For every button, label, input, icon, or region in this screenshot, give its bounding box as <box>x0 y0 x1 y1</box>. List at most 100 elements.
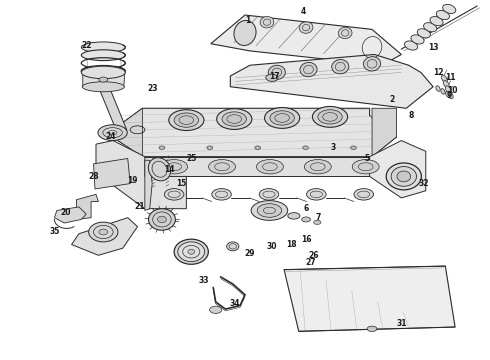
Ellipse shape <box>302 217 311 222</box>
Ellipse shape <box>364 57 381 71</box>
Polygon shape <box>372 108 396 157</box>
Text: 22: 22 <box>81 41 92 50</box>
Ellipse shape <box>148 158 171 181</box>
Ellipse shape <box>423 23 437 32</box>
Text: 6: 6 <box>303 204 309 213</box>
Ellipse shape <box>352 159 379 174</box>
Ellipse shape <box>81 42 125 53</box>
Ellipse shape <box>164 189 184 200</box>
Ellipse shape <box>430 17 443 26</box>
Text: 21: 21 <box>135 202 145 211</box>
Ellipse shape <box>300 62 317 77</box>
Ellipse shape <box>259 189 279 200</box>
Ellipse shape <box>169 110 204 131</box>
Ellipse shape <box>332 59 349 74</box>
Ellipse shape <box>391 167 416 186</box>
Polygon shape <box>369 140 426 198</box>
Polygon shape <box>76 194 98 220</box>
Ellipse shape <box>338 27 352 39</box>
Ellipse shape <box>313 107 347 127</box>
Text: 5: 5 <box>365 154 370 163</box>
Ellipse shape <box>270 111 294 125</box>
Ellipse shape <box>158 216 166 223</box>
Polygon shape <box>284 266 455 331</box>
Ellipse shape <box>99 229 108 235</box>
Text: 32: 32 <box>418 179 429 188</box>
Ellipse shape <box>417 29 430 38</box>
Ellipse shape <box>234 21 256 45</box>
Ellipse shape <box>178 242 205 262</box>
Ellipse shape <box>212 189 231 200</box>
Ellipse shape <box>397 171 411 182</box>
Ellipse shape <box>268 65 285 80</box>
Polygon shape <box>54 207 86 223</box>
Ellipse shape <box>441 75 447 83</box>
Ellipse shape <box>210 306 222 314</box>
Text: 14: 14 <box>164 165 174 174</box>
Ellipse shape <box>251 201 288 220</box>
Text: 16: 16 <box>301 235 311 244</box>
Text: 25: 25 <box>186 154 196 163</box>
Text: 24: 24 <box>105 132 116 141</box>
Polygon shape <box>211 15 401 65</box>
Text: 1: 1 <box>245 16 250 25</box>
Ellipse shape <box>442 4 456 14</box>
Ellipse shape <box>266 74 278 81</box>
Text: 35: 35 <box>49 228 60 237</box>
Text: 33: 33 <box>198 276 209 285</box>
Polygon shape <box>118 108 143 157</box>
Ellipse shape <box>314 220 321 225</box>
Text: 9: 9 <box>446 91 452 100</box>
Ellipse shape <box>217 109 252 130</box>
Text: 12: 12 <box>433 68 443 77</box>
Ellipse shape <box>174 113 198 127</box>
Ellipse shape <box>350 146 356 149</box>
Text: 27: 27 <box>306 258 316 267</box>
Text: 7: 7 <box>316 213 321 222</box>
Polygon shape <box>230 54 433 108</box>
Ellipse shape <box>227 242 239 251</box>
Ellipse shape <box>209 159 236 174</box>
Ellipse shape <box>436 86 440 91</box>
Ellipse shape <box>411 35 424 44</box>
Polygon shape <box>72 218 138 255</box>
Ellipse shape <box>82 82 124 92</box>
Ellipse shape <box>222 112 246 126</box>
Ellipse shape <box>367 326 377 332</box>
Ellipse shape <box>386 163 421 190</box>
Text: 34: 34 <box>230 299 241 308</box>
Text: 11: 11 <box>445 73 456 82</box>
Ellipse shape <box>159 146 165 149</box>
Ellipse shape <box>303 146 309 149</box>
Text: 4: 4 <box>301 7 306 16</box>
Ellipse shape <box>307 189 326 200</box>
Ellipse shape <box>447 91 453 99</box>
Text: 8: 8 <box>409 111 414 120</box>
Ellipse shape <box>441 89 445 94</box>
Ellipse shape <box>299 22 313 33</box>
Polygon shape <box>94 158 130 189</box>
Polygon shape <box>145 160 152 211</box>
Ellipse shape <box>443 81 449 88</box>
Ellipse shape <box>288 213 300 219</box>
Ellipse shape <box>89 222 118 242</box>
Polygon shape <box>96 140 186 209</box>
Text: 23: 23 <box>147 84 157 93</box>
Ellipse shape <box>354 189 373 200</box>
Ellipse shape <box>445 91 450 97</box>
Polygon shape <box>118 108 396 157</box>
Ellipse shape <box>81 50 125 60</box>
Ellipse shape <box>174 239 208 264</box>
Ellipse shape <box>148 209 175 230</box>
Text: 20: 20 <box>60 208 71 217</box>
Ellipse shape <box>265 108 300 129</box>
Ellipse shape <box>188 249 195 254</box>
Ellipse shape <box>98 125 127 140</box>
Ellipse shape <box>81 66 125 79</box>
Text: 2: 2 <box>389 95 394 104</box>
Text: 3: 3 <box>330 143 336 152</box>
Ellipse shape <box>260 17 274 28</box>
Ellipse shape <box>99 77 108 82</box>
Text: 18: 18 <box>286 240 297 249</box>
Text: 13: 13 <box>428 43 439 52</box>
